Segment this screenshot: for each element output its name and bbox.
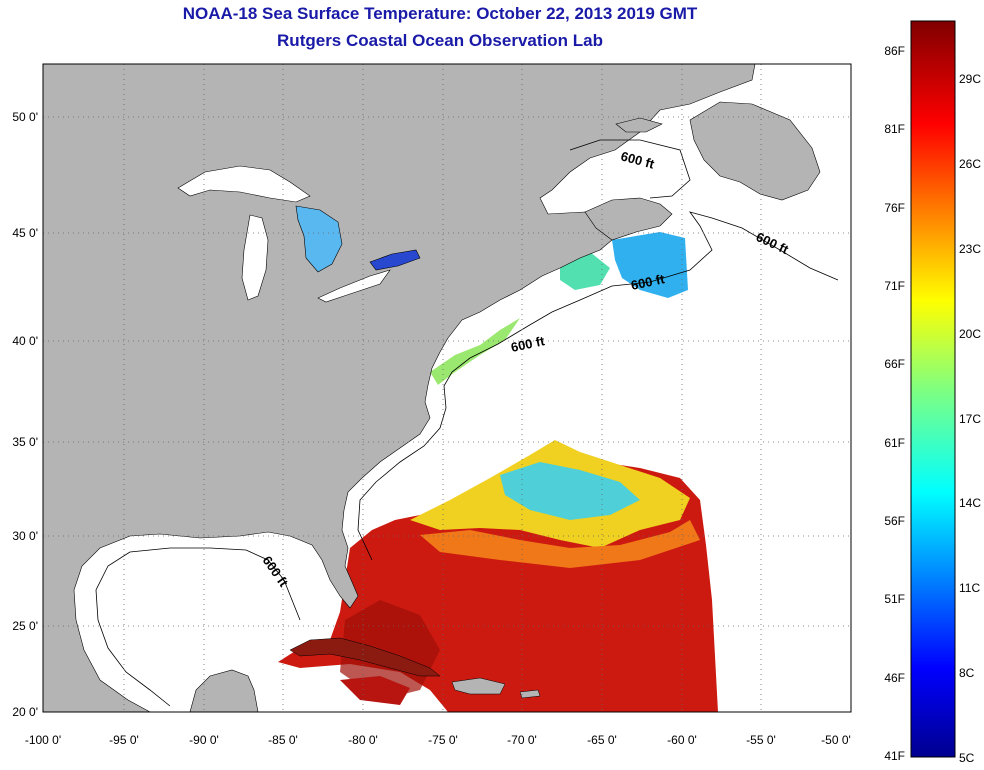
lon-tick-label: -70 0'	[507, 733, 537, 747]
cool-water-patch-south	[500, 462, 640, 520]
contour-label: 600 ft	[630, 271, 667, 293]
fahrenheit-label: 41F	[884, 749, 905, 763]
nova-scotia-land	[584, 197, 673, 241]
fahrenheit-label: 86F	[884, 44, 905, 58]
longitude-axis: -100 0' -95 0' -90 0' -85 0' -80 0' -75 …	[25, 733, 851, 747]
mid-atlantic-shelf-water	[430, 318, 520, 385]
lat-tick-label: 45 0'	[12, 226, 38, 240]
lon-tick-label: -65 0'	[587, 733, 617, 747]
map-title: NOAA-18 Sea Surface Temperature: October…	[182, 4, 698, 23]
lat-tick-label: 40 0'	[12, 334, 38, 348]
newfoundland-land	[689, 101, 821, 201]
celsius-label: 20C	[959, 327, 981, 341]
lat-tick-label: 50 0'	[12, 110, 38, 124]
map-gridlines	[43, 64, 851, 712]
yucatan-land	[189, 669, 259, 712]
hispaniola-land	[451, 677, 506, 695]
lat-tick-label: 30 0'	[12, 529, 38, 543]
lon-tick-label: -100 0'	[25, 733, 61, 747]
lon-tick-label: -80 0'	[348, 733, 378, 747]
orange-transition-band	[420, 520, 700, 568]
sst-data-layer	[278, 232, 718, 712]
fahrenheit-label: 71F	[884, 279, 905, 293]
colorbar-gradient	[910, 20, 956, 758]
lat-tick-label: 25 0'	[12, 619, 38, 633]
lake-erie	[317, 269, 391, 303]
map-subtitle: Rutgers Coastal Ocean Observation Lab	[277, 31, 603, 50]
celsius-scale: 29C 26C 23C 20C 17C 14C 11C 8C 5C	[959, 72, 981, 765]
lake-superior	[177, 165, 311, 203]
lon-tick-label: -90 0'	[189, 733, 219, 747]
lon-tick-label: -50 0'	[821, 733, 851, 747]
celsius-label: 11C	[959, 581, 980, 595]
caribbean-warm-water	[340, 676, 410, 705]
cool-water-patch-north	[612, 232, 688, 298]
gulf-contour-600ft	[95, 547, 301, 707]
fahrenheit-label: 46F	[884, 671, 905, 685]
celsius-label: 14C	[959, 496, 981, 510]
celsius-label: 23C	[959, 242, 981, 256]
lat-tick-label: 20 0'	[12, 705, 38, 719]
land-layer	[43, 64, 821, 712]
bathymetry-contour-600ft	[357, 211, 839, 561]
lake-ontario	[369, 249, 421, 271]
fahrenheit-label: 56F	[884, 514, 905, 528]
lon-tick-label: -60 0'	[667, 733, 697, 747]
cuba-land	[289, 637, 441, 677]
great-lakes	[177, 165, 421, 303]
contour-label: 600 ft	[510, 333, 547, 355]
warm-water-dark-band	[340, 600, 440, 700]
celsius-label: 26C	[959, 157, 981, 171]
fahrenheit-label: 76F	[884, 201, 905, 215]
celsius-label: 17C	[959, 412, 981, 426]
latitude-axis: 50 0' 45 0' 40 0' 35 0' 30 0' 25 0' 20 0…	[12, 110, 38, 719]
st-lawrence-contour	[569, 139, 691, 199]
anticosti-island	[615, 117, 663, 133]
map-border	[42, 63, 852, 713]
fahrenheit-scale: 86F 81F 76F 71F 66F 61F 56F 51F 46F 41F	[884, 44, 905, 763]
north-america-land	[43, 64, 756, 712]
lake-huron	[295, 205, 343, 273]
lon-tick-label: -85 0'	[268, 733, 298, 747]
celsius-label: 29C	[959, 72, 981, 86]
lon-tick-label: -75 0'	[428, 733, 458, 747]
temperature-colorbar: 86F 81F 76F 71F 66F 61F 56F 51F 46F 41F …	[884, 20, 981, 765]
celsius-label: 8C	[959, 666, 975, 680]
celsius-label: 5C	[959, 751, 975, 765]
lake-michigan	[241, 214, 269, 301]
fahrenheit-label: 61F	[884, 436, 905, 450]
fahrenheit-label: 66F	[884, 357, 905, 371]
lon-tick-label: -95 0'	[109, 733, 139, 747]
fahrenheit-label: 81F	[884, 122, 905, 136]
puerto-rico-land	[519, 689, 541, 699]
fahrenheit-label: 51F	[884, 592, 905, 606]
lon-tick-label: -55 0'	[746, 733, 776, 747]
lat-tick-label: 35 0'	[12, 435, 38, 449]
